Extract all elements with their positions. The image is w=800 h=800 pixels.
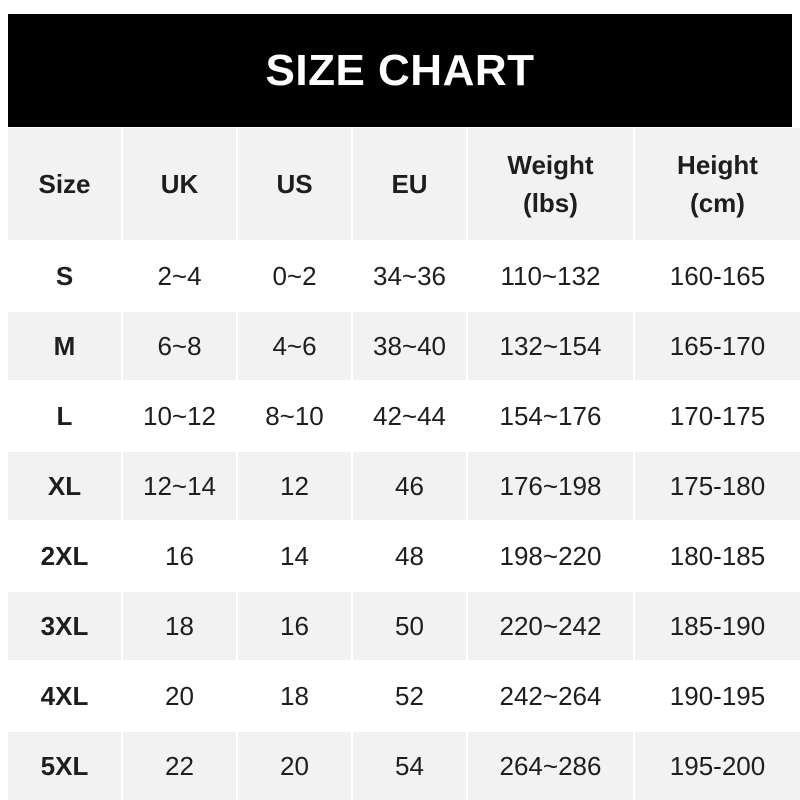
- table-row: 3XL 18 16 50 220~242 185-190: [8, 590, 800, 660]
- size-chart-table: Size UK US EU Weight (lbs) Height (cm) S 2~4 0~2 3…: [6, 128, 800, 800]
- cell-size: 2XL: [8, 520, 121, 590]
- cell-size: L: [8, 380, 121, 450]
- table-row: XL 12~14 12 46 176~198 175-180: [8, 450, 800, 520]
- table-row: 5XL 22 20 54 264~286 195-200: [8, 730, 800, 800]
- cell-weight: 220~242: [468, 590, 633, 660]
- cell-eu: 42~44: [353, 380, 466, 450]
- cell-uk: 20: [123, 660, 236, 730]
- cell-size: 3XL: [8, 590, 121, 660]
- cell-height: 180-185: [635, 520, 800, 590]
- column-header-weight: Weight (lbs): [468, 128, 633, 240]
- column-header-uk: UK: [123, 128, 236, 240]
- cell-us: 0~2: [238, 240, 351, 310]
- cell-weight: 198~220: [468, 520, 633, 590]
- cell-eu: 46: [353, 450, 466, 520]
- cell-eu: 52: [353, 660, 466, 730]
- cell-uk: 18: [123, 590, 236, 660]
- column-header-label: Weight: [507, 150, 594, 180]
- cell-size: M: [8, 310, 121, 380]
- column-header-size: Size: [8, 128, 121, 240]
- cell-eu: 48: [353, 520, 466, 590]
- column-header-height: Height (cm): [635, 128, 800, 240]
- cell-size: 4XL: [8, 660, 121, 730]
- cell-us: 20: [238, 730, 351, 800]
- cell-size: 5XL: [8, 730, 121, 800]
- size-chart-title: SIZE CHART: [8, 14, 792, 127]
- cell-uk: 10~12: [123, 380, 236, 450]
- cell-size: XL: [8, 450, 121, 520]
- cell-us: 16: [238, 590, 351, 660]
- cell-uk: 16: [123, 520, 236, 590]
- table-row: 2XL 16 14 48 198~220 180-185: [8, 520, 800, 590]
- column-header-label: US: [276, 169, 313, 199]
- cell-height: 195-200: [635, 730, 800, 800]
- cell-eu: 50: [353, 590, 466, 660]
- cell-uk: 2~4: [123, 240, 236, 310]
- header-row: Size UK US EU Weight (lbs) Height (cm): [8, 128, 800, 240]
- cell-height: 160-165: [635, 240, 800, 310]
- table-row: 4XL 20 18 52 242~264 190-195: [8, 660, 800, 730]
- cell-us: 18: [238, 660, 351, 730]
- cell-height: 165-170: [635, 310, 800, 380]
- cell-size: S: [8, 240, 121, 310]
- column-header-unit: (lbs): [523, 188, 578, 218]
- column-header-label: Size: [38, 169, 91, 199]
- column-header-unit: (cm): [690, 188, 745, 218]
- column-header-eu: EU: [353, 128, 466, 240]
- column-header-label: Height: [677, 150, 758, 180]
- column-header-label: EU: [391, 169, 428, 199]
- cell-weight: 242~264: [468, 660, 633, 730]
- cell-eu: 54: [353, 730, 466, 800]
- cell-weight: 132~154: [468, 310, 633, 380]
- column-header-label: UK: [160, 169, 199, 199]
- cell-height: 170-175: [635, 380, 800, 450]
- cell-us: 4~6: [238, 310, 351, 380]
- column-header-us: US: [238, 128, 351, 240]
- cell-weight: 264~286: [468, 730, 633, 800]
- cell-uk: 12~14: [123, 450, 236, 520]
- cell-uk: 22: [123, 730, 236, 800]
- cell-weight: 154~176: [468, 380, 633, 450]
- table-row: S 2~4 0~2 34~36 110~132 160-165: [8, 240, 800, 310]
- cell-uk: 6~8: [123, 310, 236, 380]
- cell-us: 12: [238, 450, 351, 520]
- cell-weight: 176~198: [468, 450, 633, 520]
- cell-height: 185-190: [635, 590, 800, 660]
- table-row: M 6~8 4~6 38~40 132~154 165-170: [8, 310, 800, 380]
- table-row: L 10~12 8~10 42~44 154~176 170-175: [8, 380, 800, 450]
- cell-us: 8~10: [238, 380, 351, 450]
- cell-height: 190-195: [635, 660, 800, 730]
- cell-height: 175-180: [635, 450, 800, 520]
- cell-eu: 38~40: [353, 310, 466, 380]
- cell-weight: 110~132: [468, 240, 633, 310]
- cell-us: 14: [238, 520, 351, 590]
- cell-eu: 34~36: [353, 240, 466, 310]
